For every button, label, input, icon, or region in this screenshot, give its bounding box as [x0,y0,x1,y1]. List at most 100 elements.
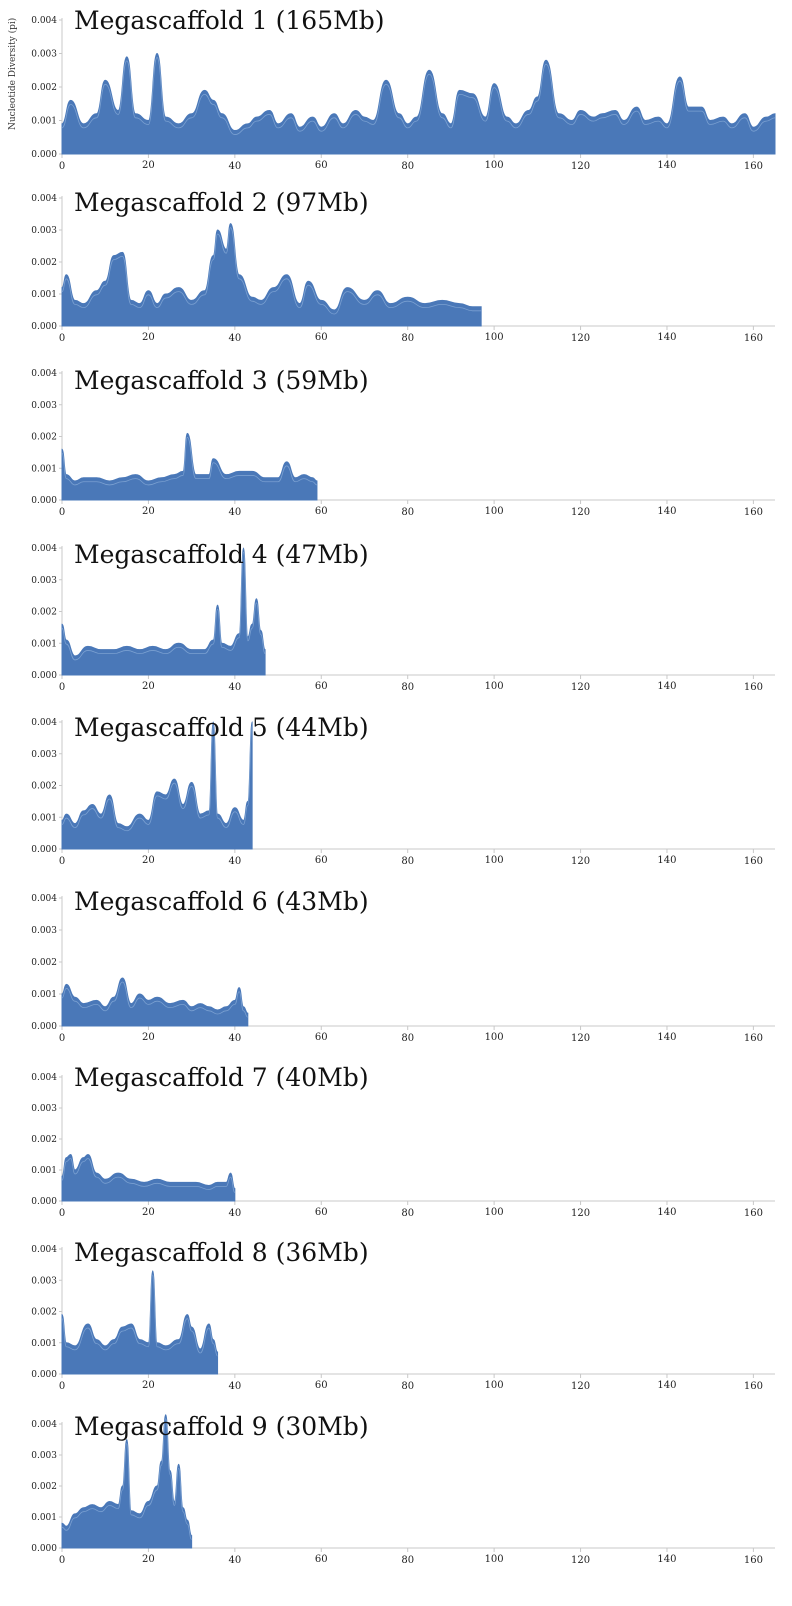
x-tick-label-2-8: 160 [744,333,763,344]
x-tick-label-3-6: 120 [571,507,590,518]
x-tick-label-6-5: 100 [485,1032,504,1043]
x-tick-label-6-4: 80 [401,1033,414,1044]
x-tick-label-6-6: 120 [571,1033,590,1044]
y-tick-label-3-0: 0.000 [31,496,57,506]
panel-title-3: Megascaffold 3 (59Mb) [74,366,369,395]
x-tick-label-9-3: 60 [315,1554,328,1565]
x-tick-label-9-5: 100 [485,1554,504,1565]
y-tick-label-6-1: 0.001 [31,990,57,1000]
x-tick-label-9-6: 120 [571,1555,590,1566]
y-tick-label-9-0: 0.000 [31,1544,57,1554]
y-tick-label-2-1: 0.001 [31,290,57,300]
y-tick-label-9-4: 0.004 [31,1420,57,1430]
y-tick-label-1-2: 0.002 [31,83,57,93]
panel-title-2: Megascaffold 2 (97Mb) [74,188,369,217]
y-tick-label-8-3: 0.003 [31,1276,57,1286]
y-tick-label-1-1: 0.001 [31,117,57,127]
x-tick-label-9-0: 0 [59,1555,65,1566]
area-series-8 [62,1271,218,1374]
y-tick-label-3-3: 0.003 [31,401,57,411]
x-tick-label-7-8: 160 [744,1208,763,1219]
x-tick-label-1-6: 120 [571,161,590,172]
x-tick-label-5-5: 100 [485,855,504,866]
x-tick-label-8-4: 80 [401,1381,414,1392]
y-tick-label-8-4: 0.004 [31,1245,57,1255]
x-tick-label-3-7: 140 [657,506,676,517]
x-tick-label-3-5: 100 [485,506,504,517]
x-tick-label-6-3: 60 [315,1032,328,1043]
x-tick-label-3-0: 0 [59,507,65,518]
panel-title-1: Megascaffold 1 (165Mb) [74,6,384,35]
x-tick-label-5-3: 60 [315,855,328,866]
y-tick-label-2-2: 0.002 [31,258,57,268]
y-tick-label-2-3: 0.003 [31,226,57,236]
x-tick-label-1-7: 140 [657,160,676,171]
x-tick-label-8-1: 20 [142,1380,155,1391]
y-tick-label-8-2: 0.002 [31,1308,57,1318]
y-axis-label: Nucleotide Diversity (pi) [8,20,18,130]
panel-title-4: Megascaffold 4 (47Mb) [74,540,369,569]
x-tick-label-9-2: 40 [228,1555,241,1566]
y-tick-label-1-0: 0.000 [31,150,57,160]
x-tick-label-7-0: 0 [59,1208,65,1219]
y-tick-label-5-0: 0.000 [31,845,57,855]
x-tick-label-4-0: 0 [59,682,65,693]
area-series-2 [62,224,481,326]
x-tick-label-4-3: 60 [315,681,328,692]
x-tick-label-5-1: 20 [142,855,155,866]
x-tick-label-4-5: 100 [485,681,504,692]
x-tick-label-2-4: 80 [401,333,414,344]
y-tick-label-3-1: 0.001 [31,464,57,474]
y-tick-label-9-3: 0.003 [31,1451,57,1461]
panel-title-9: Megascaffold 9 (30Mb) [74,1412,369,1441]
y-tick-label-9-2: 0.002 [31,1482,57,1492]
x-tick-label-4-8: 160 [744,682,763,693]
y-tick-label-4-2: 0.002 [31,608,57,618]
x-tick-label-7-4: 80 [401,1208,414,1219]
y-tick-label-6-4: 0.004 [31,894,57,904]
x-tick-label-3-1: 20 [142,506,155,517]
area-series-1 [62,54,775,155]
x-tick-label-9-4: 80 [401,1555,414,1566]
x-tick-label-3-3: 60 [315,506,328,517]
y-tick-label-2-4: 0.004 [31,194,57,204]
y-tick-label-6-2: 0.002 [31,958,57,968]
x-tick-label-7-7: 140 [657,1207,676,1218]
x-tick-label-5-6: 120 [571,856,590,867]
x-tick-label-5-2: 40 [228,856,241,867]
x-tick-label-8-5: 100 [485,1380,504,1391]
y-tick-label-3-4: 0.004 [31,369,57,379]
x-tick-label-7-5: 100 [485,1207,504,1218]
panel-title-5: Megascaffold 5 (44Mb) [74,713,369,742]
x-tick-label-4-6: 120 [571,682,590,693]
x-tick-label-4-7: 140 [657,681,676,692]
x-tick-label-3-2: 40 [228,507,241,518]
y-tick-label-3-2: 0.002 [31,433,57,443]
x-tick-label-6-1: 20 [142,1032,155,1043]
x-tick-label-5-7: 140 [657,855,676,866]
x-tick-label-9-1: 20 [142,1554,155,1565]
y-tick-label-7-1: 0.001 [31,1166,57,1176]
x-tick-label-1-5: 100 [485,160,504,171]
x-tick-label-4-1: 20 [142,681,155,692]
y-tick-label-4-3: 0.003 [31,576,57,586]
x-tick-label-9-8: 160 [744,1555,763,1566]
y-tick-label-4-4: 0.004 [31,544,57,554]
x-tick-label-7-1: 20 [142,1207,155,1218]
panel-title-6: Megascaffold 6 (43Mb) [74,887,369,916]
x-tick-label-2-3: 60 [315,332,328,343]
area-series-7 [62,1155,235,1202]
x-tick-label-1-8: 160 [744,161,763,172]
x-tick-label-8-3: 60 [315,1380,328,1391]
x-tick-label-2-7: 140 [657,332,676,343]
y-tick-label-7-2: 0.002 [31,1135,57,1145]
x-tick-label-7-3: 60 [315,1207,328,1218]
x-tick-label-1-3: 60 [315,160,328,171]
panel-title-7: Megascaffold 7 (40Mb) [74,1063,369,1092]
y-tick-label-4-1: 0.001 [31,639,57,649]
x-tick-label-9-7: 140 [657,1554,676,1565]
x-tick-label-6-7: 140 [657,1032,676,1043]
y-tick-label-7-4: 0.004 [31,1073,57,1083]
